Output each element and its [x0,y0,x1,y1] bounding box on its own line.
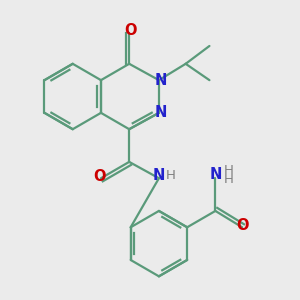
Text: N: N [153,168,165,183]
Text: O: O [236,218,248,233]
Text: H: H [224,173,234,186]
Text: O: O [93,169,106,184]
Text: H: H [224,164,234,177]
Text: N: N [154,73,167,88]
Text: N: N [209,167,222,182]
Text: N: N [154,105,167,120]
Text: H: H [165,169,175,182]
Text: O: O [124,23,137,38]
